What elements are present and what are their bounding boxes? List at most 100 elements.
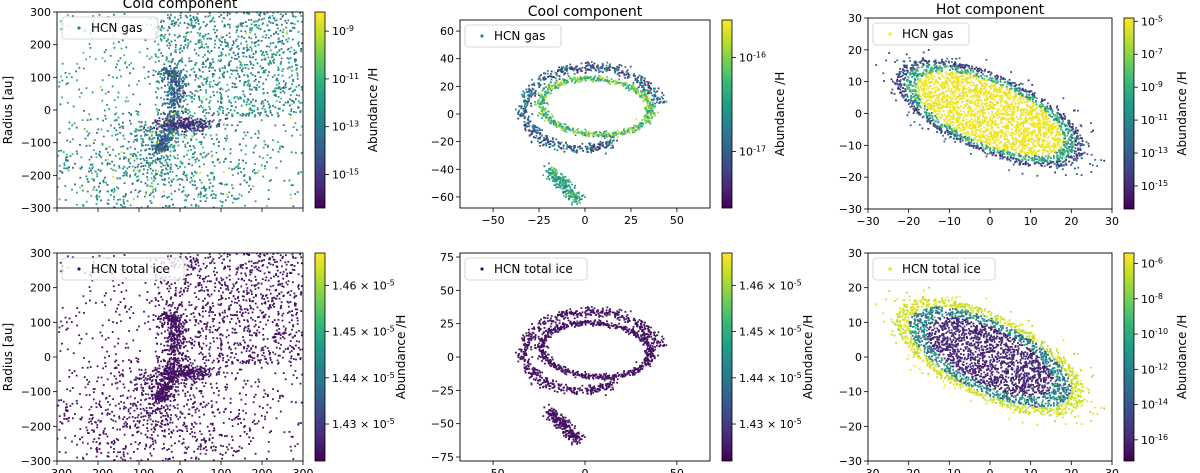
scatter-point	[199, 86, 201, 88]
scatter-point	[253, 115, 256, 118]
scatter-point	[255, 51, 257, 54]
scatter-point	[157, 146, 159, 149]
scatter-point	[575, 78, 578, 81]
scatter-point	[242, 67, 244, 70]
scatter-point	[235, 165, 238, 168]
scatter-point	[538, 112, 540, 114]
scatter-point	[113, 46, 116, 49]
scatter-point	[537, 82, 539, 85]
scatter-point	[196, 13, 199, 15]
scatter-point	[275, 79, 278, 82]
scatter-point	[106, 104, 108, 106]
scatter-point	[144, 164, 147, 167]
scatter-point	[539, 136, 542, 139]
scatter-point	[218, 68, 221, 71]
scatter-point	[525, 101, 528, 104]
scatter-point	[583, 76, 585, 79]
scatter-point	[155, 133, 158, 135]
scatter-point	[562, 178, 564, 181]
scatter-point	[145, 157, 148, 159]
scatter-point	[152, 74, 155, 77]
scatter-point	[545, 138, 548, 141]
scatter-point	[271, 14, 274, 17]
scatter-point	[971, 113, 974, 115]
scatter-point	[124, 61, 127, 63]
colorbar-tick-label: 10-17	[739, 144, 766, 159]
scatter-point	[169, 54, 172, 57]
scatter-point	[300, 15, 303, 17]
scatter-point	[163, 142, 166, 145]
scatter-point	[555, 79, 558, 82]
scatter-point	[534, 137, 537, 139]
scatter-point	[572, 131, 575, 134]
scatter-point	[209, 119, 211, 122]
scatter-point	[161, 103, 164, 105]
scatter-point	[180, 95, 183, 98]
scatter-point	[962, 126, 965, 129]
scatter-point	[95, 152, 98, 155]
scatter-point	[654, 95, 657, 97]
scatter-point	[152, 191, 154, 194]
scatter-point	[190, 31, 193, 33]
scatter-point	[179, 14, 182, 17]
scatter-point	[548, 119, 551, 121]
scatter-point	[559, 179, 562, 182]
scatter-point	[173, 76, 176, 79]
scatter-point	[208, 12, 211, 14]
scatter-point	[134, 139, 137, 141]
scatter-point	[584, 76, 586, 79]
scatter-point	[618, 63, 621, 66]
legend-box	[61, 16, 159, 40]
scatter-point	[241, 51, 244, 54]
scatter-point	[175, 217, 177, 219]
scatter-point	[257, 130, 260, 133]
scatter-point	[173, 147, 176, 149]
scatter-point	[587, 147, 590, 150]
scatter-point	[647, 98, 650, 101]
scatter-point	[594, 148, 597, 151]
scatter-point	[580, 62, 583, 65]
scatter-point	[183, 124, 186, 127]
scatter-point	[173, 86, 175, 89]
scatter-point	[136, 212, 138, 214]
scatter-point	[257, 27, 260, 30]
scatter-point	[140, 162, 143, 165]
scatter-point	[261, 52, 264, 54]
scatter-point	[175, 82, 178, 85]
scatter-point	[565, 67, 568, 69]
scatter-point	[208, 123, 211, 126]
scatter-point	[98, 185, 100, 188]
scatter-point	[260, 18, 263, 21]
scatter-point	[937, 66, 939, 69]
scatter-point	[605, 70, 608, 73]
scatter-point	[150, 141, 153, 144]
scatter-point	[285, 38, 288, 41]
scatter-point	[172, 150, 175, 152]
scatter-point	[175, 165, 178, 167]
scatter-point	[279, 107, 281, 110]
scatter-point	[255, 86, 258, 89]
scatter-point	[541, 129, 543, 131]
scatter-point	[593, 76, 596, 78]
scatter-point	[172, 69, 174, 72]
scatter-point	[281, 40, 284, 42]
scatter-point	[606, 140, 609, 143]
scatter-point	[567, 194, 570, 197]
scatter-point	[273, 89, 275, 92]
scatter-point	[66, 82, 69, 85]
scatter-point	[228, 61, 231, 64]
scatter-point	[182, 100, 185, 102]
scatter-point	[627, 85, 630, 88]
scatter-point	[162, 124, 165, 127]
scatter-point	[158, 146, 161, 149]
scatter-point	[189, 114, 192, 117]
scatter-point	[162, 217, 164, 219]
scatter-point	[246, 131, 249, 134]
scatter-point	[536, 140, 539, 143]
scatter-point	[277, 66, 280, 69]
scatter-point	[609, 138, 612, 141]
scatter-point	[578, 199, 581, 202]
scatter-point	[560, 147, 563, 149]
scatter-point	[575, 195, 577, 197]
